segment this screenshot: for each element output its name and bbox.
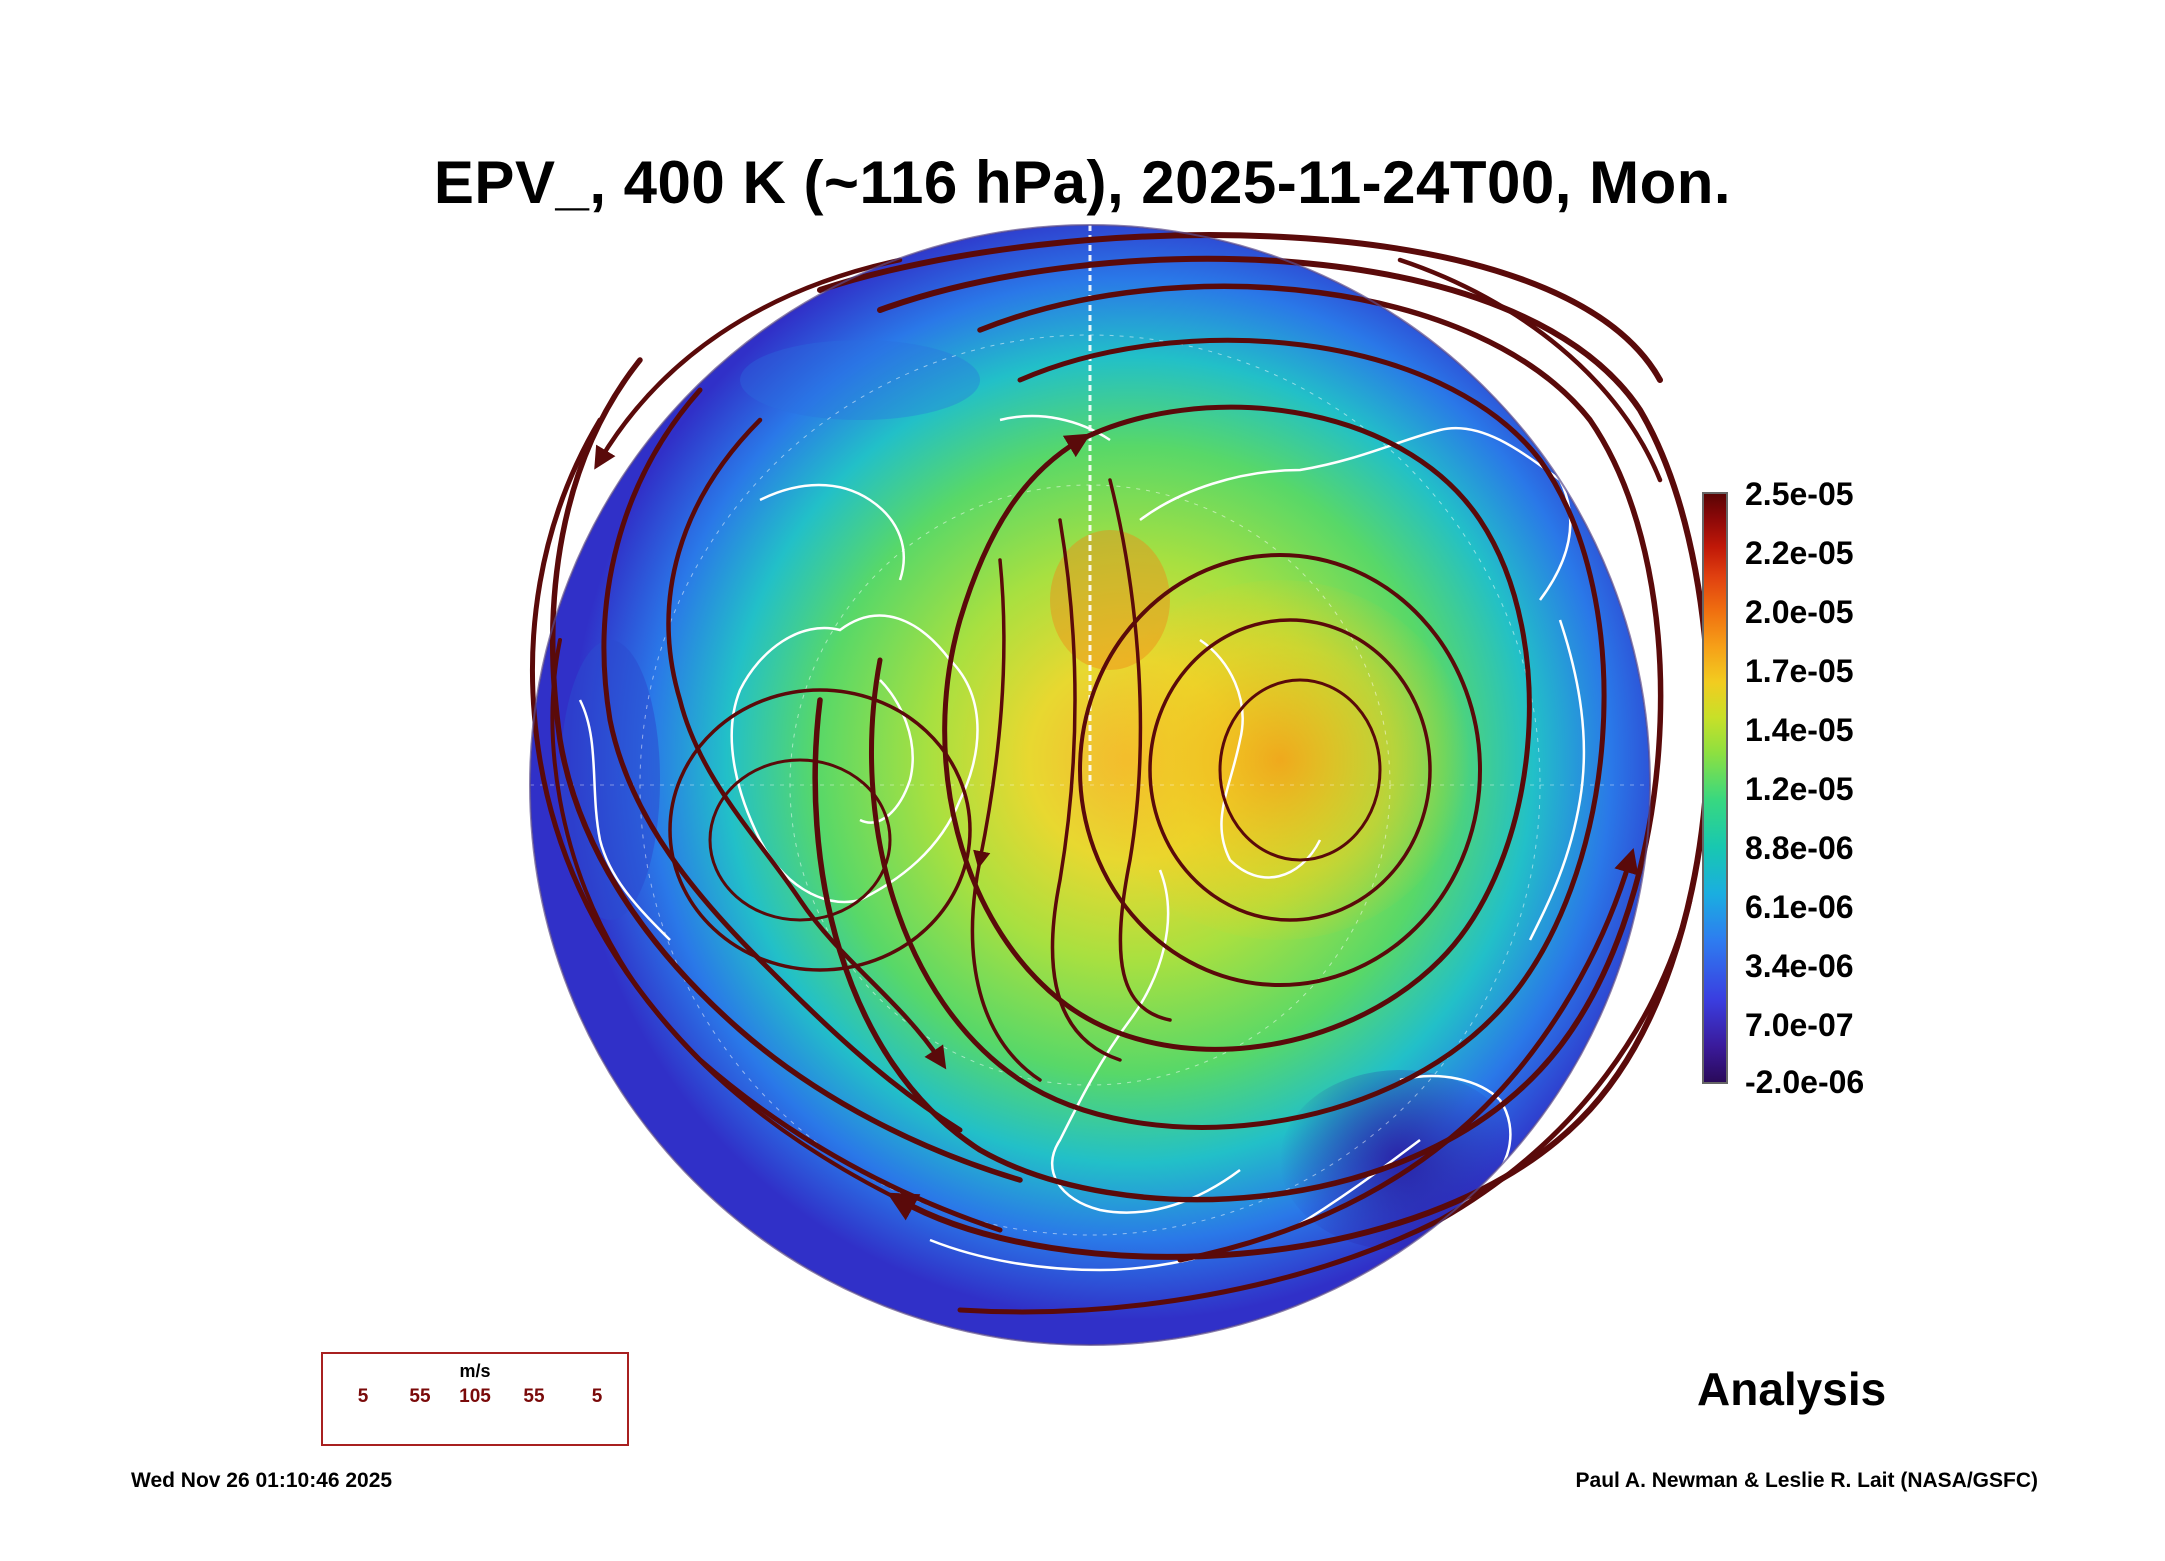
colorbar-label: 8.8e-06 [1745, 830, 1854, 866]
colorbar-label: 1.2e-05 [1745, 771, 1854, 807]
wind-legend-value: 55 [523, 1386, 545, 1407]
wind-legend-value: 105 [459, 1386, 491, 1407]
colorbar-label: 1.7e-05 [1745, 653, 1854, 689]
colorbar-label: 7.0e-07 [1745, 1007, 1854, 1043]
colorbar-label: 1.4e-05 [1745, 712, 1854, 748]
wind-legend-value: 55 [409, 1386, 431, 1407]
render-timestamp: Wed Nov 26 01:10:46 2025 [131, 1469, 393, 1492]
wind-legend-unit: m/s [459, 1361, 491, 1381]
wind-legend-value: 5 [591, 1386, 603, 1407]
colorbar-label: -2.0e-06 [1745, 1064, 1865, 1100]
wind-speed-legend: m/s 5 55 105 55 5 [321, 1352, 629, 1446]
colorbar-label: 2.5e-05 [1745, 476, 1854, 512]
colorbar-label: 2.2e-05 [1745, 535, 1854, 571]
analysis-label: Analysis [1697, 1363, 1887, 1415]
colorbar-label: 6.1e-06 [1745, 889, 1854, 925]
coastlines [578, 414, 1586, 1272]
wind-legend-value: 5 [357, 1386, 369, 1407]
colorbar-label: 2.0e-05 [1745, 594, 1854, 630]
wind-streamlines [530, 232, 1712, 1315]
plot-title: EPV_, 400 K (~116 hPa), 2025-11-24T00, M… [433, 149, 1732, 216]
credit-line: Paul A. Newman & Leslie R. Lait (NASA/GS… [1575, 1469, 2038, 1492]
colorbar-label: 3.4e-06 [1745, 948, 1854, 984]
colorbar [1702, 492, 1728, 1084]
